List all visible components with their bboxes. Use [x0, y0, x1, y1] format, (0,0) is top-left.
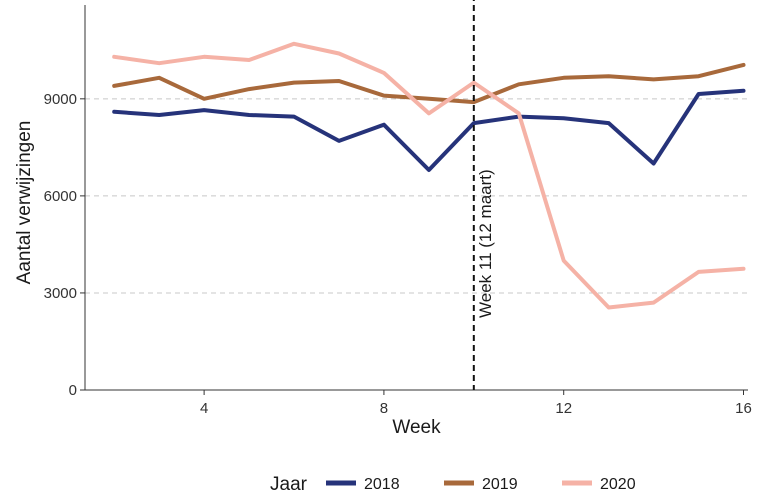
y-axis-ticks: 0 3000 6000 9000 — [44, 91, 85, 399]
y-axis-title: Aantal verwijzingen — [14, 121, 35, 285]
y-tick-label: 0 — [69, 382, 77, 399]
x-tick-label: 12 — [555, 400, 572, 417]
series-line-2020 — [112, 41, 746, 310]
x-tick-label: 8 — [380, 400, 388, 417]
legend-title: Jaar — [270, 474, 308, 495]
legend-label-2019: 2019 — [482, 476, 518, 493]
x-axis-title: Week — [392, 417, 441, 438]
x-tick-label: 16 — [735, 400, 752, 417]
legend-label-2018: 2018 — [364, 476, 400, 493]
grid-lines — [85, 98, 748, 294]
x-tick-label: 4 — [200, 400, 208, 417]
y-tick-label: 3000 — [44, 285, 77, 302]
legend-label-2020: 2020 — [600, 476, 636, 493]
y-tick-label: 9000 — [44, 91, 77, 108]
x-axis-ticks: 4 8 12 16 — [200, 390, 752, 417]
annotation-label: Week 11 (12 maart) — [476, 169, 495, 318]
legend: Jaar 2018 2019 2020 — [270, 474, 636, 495]
y-tick-label: 6000 — [44, 188, 77, 205]
series-line-2018 — [112, 88, 746, 172]
series-line-2019 — [112, 62, 746, 105]
series-lines — [112, 41, 746, 310]
